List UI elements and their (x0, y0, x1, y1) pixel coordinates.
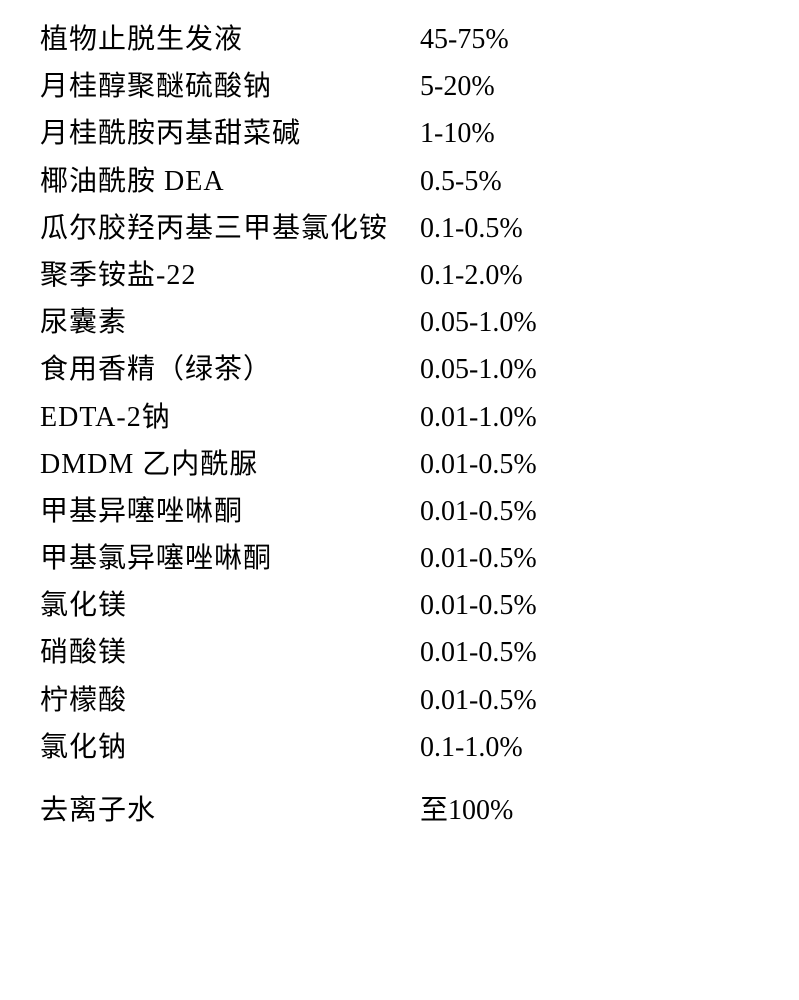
ingredient-percentage: 0.05-1.0% (420, 350, 537, 389)
table-row: 硝酸镁 0.01-0.5% (40, 633, 759, 672)
table-row: 去离子水 至100% (40, 791, 759, 830)
table-row: 甲基氯异噻唑啉酮 0.01-0.5% (40, 539, 759, 578)
ingredient-percentage: 0.01-0.5% (420, 539, 537, 578)
ingredient-percentage: 0.01-1.0% (420, 398, 537, 437)
ingredient-percentage: 至100% (420, 791, 513, 830)
ingredient-name: 月桂醇聚醚硫酸钠 (40, 67, 420, 106)
ingredient-name: 尿囊素 (40, 303, 420, 342)
table-row: 氯化镁 0.01-0.5% (40, 586, 759, 625)
table-row: 月桂酰胺丙基甜菜碱 1-10% (40, 114, 759, 153)
ingredient-name: 椰油酰胺 DEA (40, 162, 420, 201)
ingredient-name: 去离子水 (40, 791, 420, 830)
ingredient-percentage: 0.01-0.5% (420, 586, 537, 625)
table-row: 食用香精（绿茶） 0.05-1.0% (40, 350, 759, 389)
ingredient-percentage: 0.01-0.5% (420, 445, 537, 484)
table-row: 瓜尔胶羟丙基三甲基氯化铵 0.1-0.5% (40, 209, 759, 248)
ingredient-percentage: 0.05-1.0% (420, 303, 537, 342)
table-row: 氯化钠 0.1-1.0% (40, 728, 759, 767)
table-row: 聚季铵盐-22 0.1-2.0% (40, 256, 759, 295)
ingredient-name: 硝酸镁 (40, 633, 420, 672)
ingredient-percentage: 0.1-0.5% (420, 209, 523, 248)
ingredient-name: 甲基异噻唑啉酮 (40, 492, 420, 531)
table-row: 甲基异噻唑啉酮 0.01-0.5% (40, 492, 759, 531)
ingredient-name: 月桂酰胺丙基甜菜碱 (40, 114, 420, 153)
ingredient-name: DMDM 乙内酰脲 (40, 445, 420, 484)
ingredient-name: 氯化钠 (40, 728, 420, 767)
ingredient-percentage: 45-75% (420, 20, 509, 59)
table-row: 尿囊素 0.05-1.0% (40, 303, 759, 342)
table-row: DMDM 乙内酰脲 0.01-0.5% (40, 445, 759, 484)
ingredient-percentage: 1-10% (420, 114, 495, 153)
ingredient-name: 柠檬酸 (40, 681, 420, 720)
ingredient-name: 食用香精（绿茶） (40, 350, 420, 389)
ingredient-percentage: 5-20% (420, 67, 495, 106)
ingredient-name: 氯化镁 (40, 586, 420, 625)
table-row: 植物止脱生发液 45-75% (40, 20, 759, 59)
ingredient-name: 甲基氯异噻唑啉酮 (40, 539, 420, 578)
ingredient-percentage: 0.01-0.5% (420, 681, 537, 720)
ingredient-name: 聚季铵盐-22 (40, 256, 420, 295)
table-row: EDTA-2钠 0.01-1.0% (40, 398, 759, 437)
ingredient-percentage: 0.1-2.0% (420, 256, 523, 295)
formulation-table: 植物止脱生发液 45-75% 月桂醇聚醚硫酸钠 5-20% 月桂酰胺丙基甜菜碱 … (0, 0, 799, 858)
table-row: 椰油酰胺 DEA 0.5-5% (40, 162, 759, 201)
ingredient-name: EDTA-2钠 (40, 398, 420, 437)
ingredient-name: 植物止脱生发液 (40, 20, 420, 59)
ingredient-percentage: 0.01-0.5% (420, 633, 537, 672)
ingredient-percentage: 0.01-0.5% (420, 492, 537, 531)
ingredient-name: 瓜尔胶羟丙基三甲基氯化铵 (40, 209, 420, 248)
ingredient-percentage: 0.5-5% (420, 162, 502, 201)
table-row: 柠檬酸 0.01-0.5% (40, 681, 759, 720)
table-row: 月桂醇聚醚硫酸钠 5-20% (40, 67, 759, 106)
ingredient-percentage: 0.1-1.0% (420, 728, 523, 767)
